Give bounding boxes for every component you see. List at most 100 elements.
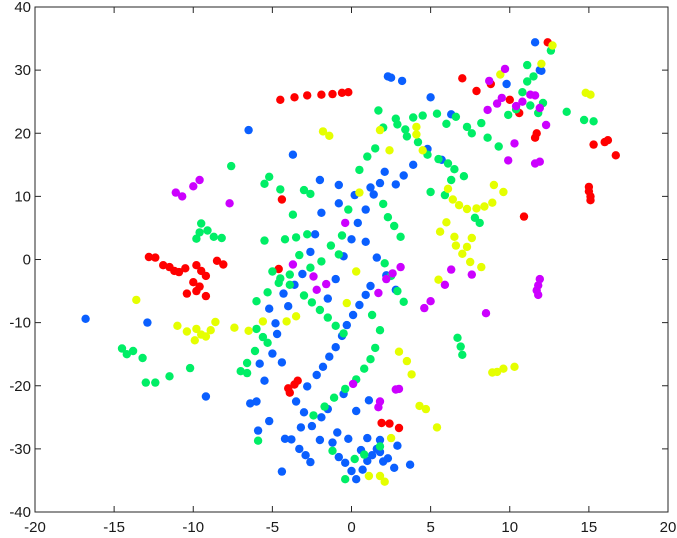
scatter-point <box>209 232 218 241</box>
scatter-point <box>375 442 385 451</box>
scatter-point <box>181 264 190 273</box>
scatter-point <box>230 323 239 332</box>
scatter-point <box>323 313 332 322</box>
scatter-point <box>328 89 337 99</box>
scatter-point <box>562 107 571 117</box>
scatter-point <box>530 38 540 47</box>
scatter-point <box>296 423 306 432</box>
scatter-point <box>361 205 370 214</box>
scatter-point <box>499 187 508 197</box>
scatter-point <box>192 234 201 243</box>
data-points <box>81 38 620 486</box>
scatter-point <box>315 175 325 185</box>
scatter-point <box>352 406 361 416</box>
scatter-point <box>306 263 315 272</box>
scatter-point <box>268 267 277 276</box>
scatter-point <box>530 133 540 142</box>
scatter-point <box>263 288 272 297</box>
scatter-point <box>151 378 160 387</box>
scatter-point <box>353 218 362 228</box>
scatter-point <box>138 353 147 363</box>
scatter-point <box>317 257 326 266</box>
scatter-point <box>306 457 315 467</box>
scatter-point <box>328 438 337 447</box>
scatter-point <box>276 185 285 194</box>
scatter-point <box>328 446 337 455</box>
scatter-point <box>499 364 508 373</box>
scatter-point <box>371 144 380 153</box>
scatter-point <box>326 241 336 250</box>
scatter-point <box>504 156 513 165</box>
scatter-point <box>390 463 399 472</box>
scatter-point <box>159 261 168 270</box>
x-tick-label: -20 <box>24 519 46 536</box>
scatter-point <box>458 249 467 258</box>
scatter-point <box>355 300 364 310</box>
scatter-point <box>339 329 348 338</box>
scatter-point <box>489 180 499 190</box>
scatter-point <box>185 363 195 373</box>
scatter-point <box>344 205 353 214</box>
scatter-point <box>586 196 595 205</box>
scatter-point <box>117 344 127 353</box>
scatter-point <box>363 152 372 161</box>
scatter-point <box>477 118 486 128</box>
x-tick-label: -5 <box>266 519 279 536</box>
scatter-point <box>342 320 351 330</box>
scatter-point <box>589 117 598 126</box>
scatter-point <box>579 115 589 125</box>
scatter-point <box>483 133 492 142</box>
scatter-point <box>360 364 369 373</box>
scatter-point <box>277 467 287 476</box>
scatter-point <box>475 218 484 228</box>
scatter-point <box>442 218 451 227</box>
scatter-point <box>402 132 412 141</box>
scatter-point <box>197 219 206 228</box>
scatter-point <box>363 433 372 443</box>
scatter-point <box>260 179 269 188</box>
scatter-point <box>481 309 491 318</box>
scatter-point <box>337 88 347 98</box>
scatter-point <box>81 314 90 323</box>
scatter-point <box>242 358 252 368</box>
scatter-point <box>374 106 383 115</box>
scatter-point <box>344 88 353 97</box>
scatter-point <box>391 385 400 394</box>
scatter-point <box>141 378 150 387</box>
scatter-point <box>253 426 263 435</box>
scatter-point <box>421 404 431 414</box>
scatter-point <box>371 343 380 353</box>
scatter-point <box>492 367 502 377</box>
scatter-point <box>315 305 325 315</box>
scatter-point <box>394 347 404 356</box>
scatter-point <box>541 120 551 130</box>
scatter-point <box>217 233 226 243</box>
scatter-point <box>523 60 532 70</box>
scatter-point <box>393 286 402 296</box>
scatter-point <box>401 125 410 134</box>
y-tick-label: 20 <box>14 125 31 142</box>
scatter-point <box>350 454 359 464</box>
scatter-point <box>192 286 201 296</box>
scatter-point <box>244 125 253 135</box>
scatter-point <box>396 232 405 241</box>
scatter-point <box>173 321 182 330</box>
scatter-point <box>260 376 269 385</box>
scatter-point <box>535 274 544 284</box>
y-tick-label: 30 <box>14 62 31 79</box>
scatter-point <box>434 154 443 164</box>
scatter-point <box>334 199 343 208</box>
scatter-point <box>347 466 356 476</box>
scatter-point <box>190 336 199 345</box>
scatter-point <box>375 471 385 481</box>
scatter-point <box>307 421 317 431</box>
scatter-point <box>385 419 394 428</box>
scatter-point <box>192 324 201 334</box>
scatter-point <box>458 74 467 83</box>
scatter-point <box>462 122 472 132</box>
y-tick-label: -20 <box>9 378 31 395</box>
scatter-point <box>206 326 215 335</box>
axes: -20 -15 -10 -5 0 5 10 15 20 -40 -30 -20 -10 0 10 20 30 40 <box>9 0 676 536</box>
scatter-point <box>412 130 421 139</box>
